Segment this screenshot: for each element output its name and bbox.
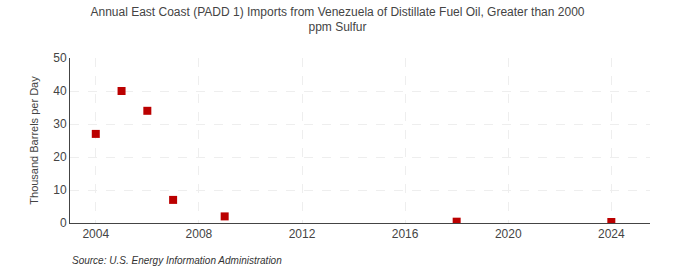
- svg-text:2016: 2016: [392, 227, 419, 241]
- svg-text:50: 50: [53, 51, 67, 65]
- svg-text:2008: 2008: [186, 227, 213, 241]
- svg-text:40: 40: [53, 84, 67, 98]
- svg-text:30: 30: [53, 117, 67, 131]
- svg-text:2024: 2024: [598, 227, 625, 241]
- svg-text:20: 20: [53, 150, 67, 164]
- svg-text:2012: 2012: [289, 227, 316, 241]
- svg-text:2020: 2020: [495, 227, 522, 241]
- svg-text:0: 0: [60, 216, 67, 230]
- svg-text:Thousand Barrels per Day: Thousand Barrels per Day: [28, 76, 40, 205]
- svg-text:Source: U.S. Energy Informatio: Source: U.S. Energy Information Administ…: [72, 255, 282, 266]
- svg-text:2004: 2004: [82, 227, 109, 241]
- svg-text:Annual East Coast (PADD 1) Imp: Annual East Coast (PADD 1) Imports from …: [90, 5, 584, 35]
- svg-text:10: 10: [53, 183, 67, 197]
